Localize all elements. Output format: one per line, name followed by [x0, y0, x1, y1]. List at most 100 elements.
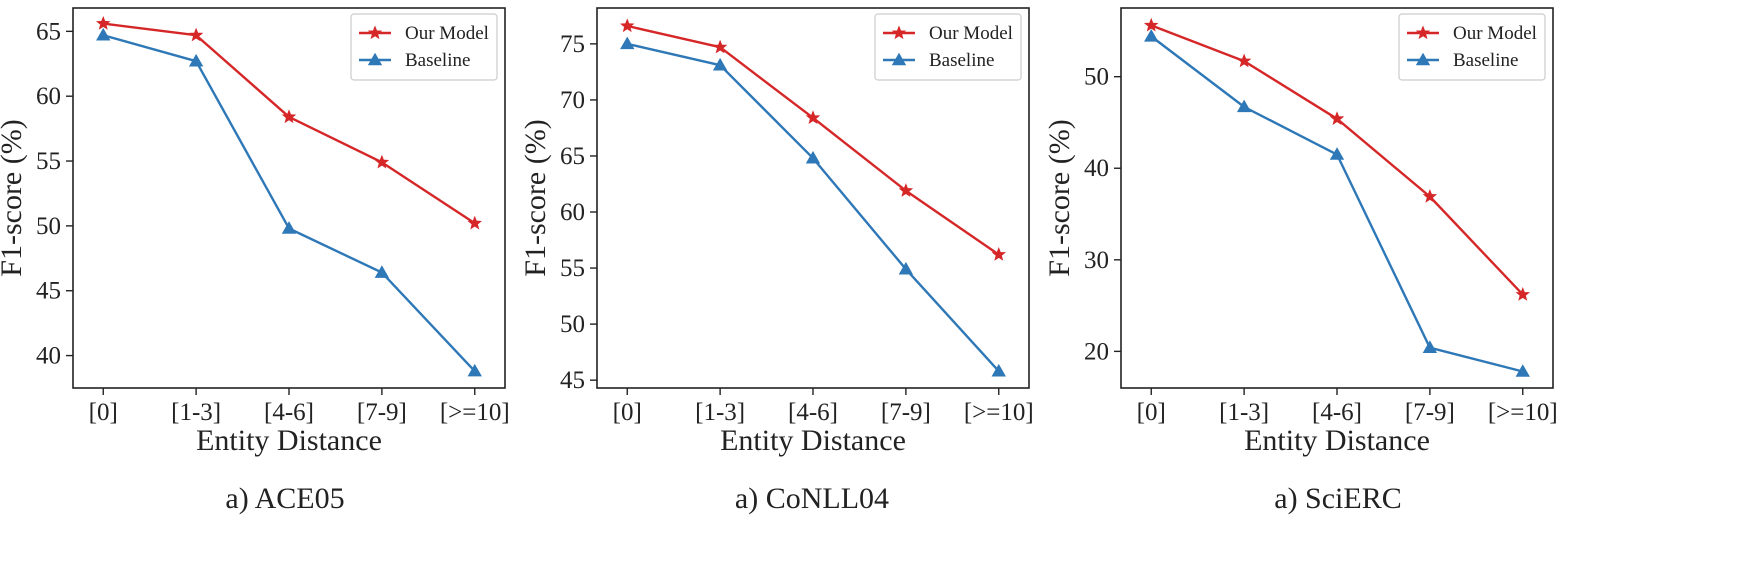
x-tick-label: [>=10] [1488, 399, 1558, 426]
y-tick-label: 50 [36, 213, 61, 240]
data-point [281, 109, 297, 124]
data-point [1236, 53, 1252, 68]
legend-marker [1415, 52, 1431, 66]
legend-label: Our Model [1453, 23, 1537, 44]
y-tick-label: 65 [36, 18, 61, 45]
data-point [1515, 364, 1530, 377]
x-axis-title: Entity Distance [720, 424, 906, 457]
y-tick-label: 40 [36, 343, 61, 370]
data-point [805, 150, 821, 164]
y-tick-label: 55 [36, 148, 61, 175]
y-tick-label: 40 [1084, 155, 1109, 182]
data-point [1144, 17, 1159, 32]
y-tick-label: 50 [1084, 64, 1109, 91]
legend-item: Our Model [359, 23, 489, 44]
series-our-model [620, 18, 1006, 261]
data-point [991, 363, 1006, 377]
data-point [712, 39, 728, 54]
y-tick-label: 70 [560, 87, 585, 114]
legend: Our Model Baseline [874, 13, 1022, 81]
y-axis-title: F1-score (%) [0, 119, 28, 276]
legend-marker [1415, 25, 1431, 40]
legend-marker [891, 52, 907, 66]
y-tick-label: 45 [36, 278, 61, 305]
x-tick-label: [7-9] [1405, 399, 1455, 426]
x-tick-label: [0] [613, 399, 642, 426]
data-point [1144, 29, 1159, 42]
y-tick-label: 20 [1084, 338, 1109, 365]
chart-panel: 45 50 55 60 65 70 75 [0] [1-3] [4-6] [7-9] [>=10] En… [519, 7, 1034, 457]
y-tick-label: 75 [560, 31, 585, 58]
data-point [1236, 99, 1252, 113]
legend-box [350, 13, 498, 81]
legend-label: Baseline [929, 50, 994, 71]
data-point [805, 110, 821, 125]
series-our-model [96, 15, 482, 230]
y-tick-label: 50 [560, 311, 585, 338]
data-point [374, 265, 390, 278]
data-point [1422, 340, 1438, 353]
legend-label: Our Model [929, 23, 1013, 44]
legend: Our Model Baseline [350, 13, 498, 81]
series-line [1150, 35, 1524, 373]
data-point [281, 221, 297, 234]
series-our-model [1144, 17, 1530, 301]
data-point [1515, 286, 1530, 301]
series-line [626, 42, 1000, 372]
legend-marker [367, 52, 383, 66]
y-tick-label: 30 [1084, 247, 1109, 274]
x-tick-label: [4-6] [788, 399, 838, 426]
data-point [620, 36, 635, 50]
x-tick-label: [>=10] [964, 399, 1034, 426]
legend-item: Our Model [883, 23, 1013, 44]
x-tick-label: [4-6] [1312, 399, 1362, 426]
x-tick-label: [7-9] [881, 399, 931, 426]
chart-panel: 20 30 40 50 [0] [1-3] [4-6] [7-9] [>=10] Entity D… [1043, 7, 1558, 457]
legend-item: Baseline [883, 50, 994, 71]
data-point [467, 363, 482, 377]
y-axis-title: F1-score (%) [519, 119, 552, 276]
y-tick-label: 60 [36, 83, 61, 110]
legend-label: Baseline [1453, 50, 1518, 71]
legend-label: Our Model [405, 23, 489, 44]
data-point [620, 18, 635, 33]
x-tick-label: [1-3] [695, 399, 745, 426]
x-tick-label: [0] [1137, 399, 1166, 426]
data-point [1422, 189, 1438, 203]
x-tick-label: [>=10] [440, 399, 510, 426]
series-baseline [620, 36, 1006, 377]
x-axis-title: Entity Distance [1244, 424, 1430, 457]
x-tick-label: [7-9] [357, 399, 407, 426]
data-point [96, 15, 111, 30]
data-point [96, 27, 111, 41]
y-tick-label: 45 [560, 367, 585, 394]
legend-item: Baseline [1407, 50, 1518, 71]
x-tick-label: [0] [89, 399, 118, 426]
x-tick-label: [1-3] [1219, 399, 1269, 426]
series-baseline [96, 27, 482, 377]
legend-marker [367, 25, 383, 40]
x-axis-title: Entity Distance [196, 424, 382, 457]
legend-marker [891, 25, 907, 40]
data-point [898, 261, 914, 275]
legend-label: Baseline [405, 50, 470, 71]
legend-box [874, 13, 1022, 81]
data-point [1329, 111, 1345, 125]
data-point [374, 154, 390, 169]
legend-item: Our Model [1407, 23, 1537, 44]
panel-caption: a) CoNLL04 [735, 482, 889, 515]
x-tick-label: [4-6] [264, 399, 314, 426]
panel-caption: a) SciERC [1274, 482, 1402, 515]
y-tick-label: 55 [560, 255, 585, 282]
y-tick-label: 65 [560, 143, 585, 170]
legend-item: Baseline [359, 50, 470, 71]
data-point [467, 215, 482, 230]
y-axis-title: F1-score (%) [1043, 119, 1076, 276]
data-point [188, 53, 204, 67]
legend: Our Model Baseline [1398, 13, 1546, 81]
data-point [898, 183, 914, 197]
series-baseline [1144, 29, 1530, 377]
data-point [712, 57, 728, 71]
panel-caption: a) ACE05 [225, 482, 344, 515]
